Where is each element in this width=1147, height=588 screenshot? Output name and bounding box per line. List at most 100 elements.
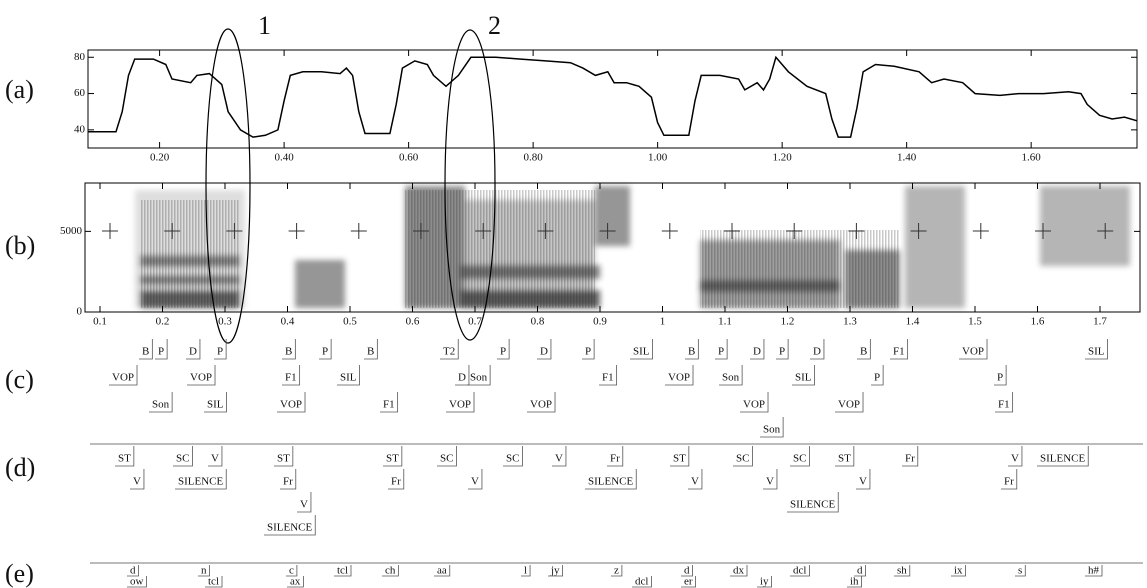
x-tick-label: 1.6	[1031, 316, 1045, 328]
tier-label: F1	[285, 372, 297, 384]
tier-label: T2	[443, 346, 455, 358]
tier-label: jy	[550, 565, 560, 577]
tier-label: Fr	[1004, 476, 1014, 488]
tier-label: aa	[437, 565, 447, 577]
crosshair	[662, 223, 678, 239]
tier-label: V	[300, 499, 308, 511]
tier-label: ST	[673, 453, 686, 465]
tier-label: V	[133, 476, 141, 488]
tier-label: tcl	[208, 576, 219, 588]
tier-label: VOP	[962, 346, 984, 358]
tier-label: P	[874, 372, 880, 384]
tier-label: VOP	[280, 399, 302, 411]
x-tick-label: 0.1	[93, 316, 107, 328]
tier-label: SC	[736, 453, 749, 465]
x-tick-label: 1.4	[906, 316, 920, 328]
tier-label: er	[684, 576, 693, 588]
tier-label: Fr	[283, 476, 293, 488]
tier-label: D	[813, 346, 821, 358]
x-tick-label: 1.7	[1093, 316, 1107, 328]
tier-label: V	[691, 476, 699, 488]
x-tick-label: 1.1	[718, 316, 732, 328]
x-tick-label: 0.20	[150, 152, 170, 164]
tier-label: D	[189, 346, 197, 358]
x-tick-label: 0.9	[593, 316, 607, 328]
crosshair	[973, 223, 989, 239]
x-tick-label: 0.80	[523, 152, 543, 164]
x-tick-label: 0.6	[406, 316, 420, 328]
tier-label: SILENCE	[588, 476, 634, 488]
tier-label: z	[614, 565, 619, 577]
tier-label: V	[555, 453, 563, 465]
tier-label: P	[718, 346, 724, 358]
panel-label: (d)	[5, 453, 35, 482]
tier-label: Son	[722, 372, 740, 384]
y-tick-label: 80	[74, 51, 86, 63]
tier-label: P	[322, 346, 328, 358]
x-tick-label: 1	[660, 316, 666, 328]
tier-label: VOP	[112, 372, 134, 384]
tier-label: sh	[897, 565, 907, 577]
tier-label: SIL	[795, 372, 812, 384]
tier-label: VOP	[449, 399, 471, 411]
x-tick-label: 0.3	[218, 316, 232, 328]
page: {"annotations": ["1", "2"], "chart_data"…	[0, 0, 1147, 588]
tier-label: F1	[383, 399, 395, 411]
tier-label: B	[688, 346, 695, 358]
tier-label: P	[217, 346, 223, 358]
x-tick-label: 0.60	[399, 152, 419, 164]
tier-label: D	[753, 346, 761, 358]
tier-label: Son	[470, 372, 488, 384]
x-tick-label: 0.40	[274, 152, 294, 164]
tier-label: D	[540, 346, 548, 358]
tier-label: SC	[176, 453, 189, 465]
tier-label: SIL	[1088, 346, 1105, 358]
tier-label: Son	[152, 399, 170, 411]
tier-label: P	[997, 372, 1003, 384]
panel-label: (c)	[5, 365, 34, 394]
tier-label: VOP	[530, 399, 552, 411]
x-tick-label: 0.7	[468, 316, 482, 328]
crosshair	[289, 223, 305, 239]
tier-label: Fr	[905, 453, 915, 465]
tier-label: F1	[998, 399, 1010, 411]
tier-label: iy	[760, 576, 769, 588]
spectrogram-texture	[140, 190, 900, 308]
tier-label: VOP	[190, 372, 212, 384]
tier-label: V	[1011, 453, 1019, 465]
tier-label: SC	[506, 453, 519, 465]
panel-label: (a)	[5, 75, 34, 104]
tier-label: ST	[838, 453, 851, 465]
tier-label: P	[585, 346, 591, 358]
x-tick-label: 1.00	[648, 152, 668, 164]
tier-label: Fr	[610, 453, 620, 465]
x-tick-label: 1.3	[843, 316, 857, 328]
tier-label: F1	[893, 346, 905, 358]
tier-label: SC	[793, 453, 806, 465]
tier-label: V	[766, 476, 774, 488]
tier-label: dcl	[793, 565, 806, 577]
x-tick-label: 1.40	[897, 152, 917, 164]
panel-label: (e)	[5, 559, 34, 588]
tier-label: s	[1018, 565, 1022, 577]
tier-label: h#	[1088, 565, 1100, 577]
tier-label: l	[524, 565, 527, 577]
tier-label: P	[779, 346, 785, 358]
tier-label: ch	[385, 565, 396, 577]
tier-label: V	[859, 476, 867, 488]
tier-label: B	[367, 346, 374, 358]
tier-label: SIL	[340, 372, 357, 384]
annotation: 1	[258, 11, 271, 40]
spectrogram-image	[135, 186, 1130, 308]
tier-label: P	[500, 346, 506, 358]
tier-label: V	[471, 476, 479, 488]
tier-label: B	[142, 346, 149, 358]
tier-label: Fr	[391, 476, 401, 488]
tier-label: SILENCE	[267, 522, 313, 534]
tier-label: D	[458, 372, 466, 384]
tier-label: SC	[440, 453, 453, 465]
tier-label: B	[860, 346, 867, 358]
crosshair	[351, 223, 367, 239]
tier-label: SILENCE	[1040, 453, 1086, 465]
tier-label: VOP	[668, 372, 690, 384]
